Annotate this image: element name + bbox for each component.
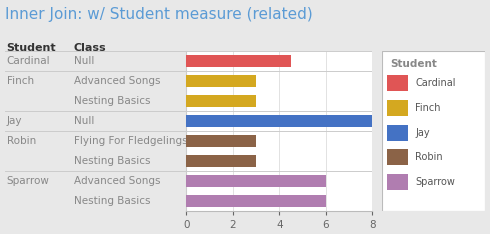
Bar bbox=[387, 174, 408, 190]
Bar bbox=[186, 55, 291, 67]
Text: Student: Student bbox=[7, 44, 56, 54]
Bar bbox=[186, 115, 372, 127]
Bar bbox=[387, 100, 408, 116]
Bar bbox=[387, 125, 408, 141]
Text: Class: Class bbox=[74, 44, 106, 54]
Text: Null: Null bbox=[74, 56, 94, 66]
Text: Cardinal: Cardinal bbox=[415, 78, 456, 88]
Text: Jay: Jay bbox=[7, 116, 22, 126]
FancyBboxPatch shape bbox=[382, 51, 485, 211]
Bar bbox=[387, 149, 408, 165]
Text: Sparrow: Sparrow bbox=[415, 177, 455, 187]
Text: Nesting Basics: Nesting Basics bbox=[74, 196, 150, 206]
Text: Nesting Basics: Nesting Basics bbox=[74, 156, 150, 166]
Bar bbox=[186, 75, 256, 87]
Text: Robin: Robin bbox=[415, 152, 443, 162]
Bar bbox=[186, 135, 256, 147]
Text: Finch: Finch bbox=[415, 103, 441, 113]
Bar bbox=[387, 75, 408, 91]
Text: Sparrow: Sparrow bbox=[7, 176, 49, 186]
Text: Inner Join: w/ Student measure (related): Inner Join: w/ Student measure (related) bbox=[5, 7, 313, 22]
Bar bbox=[186, 195, 326, 207]
Text: Finch: Finch bbox=[7, 76, 34, 86]
Text: Jay: Jay bbox=[415, 128, 430, 138]
Bar bbox=[186, 95, 256, 107]
Text: Robin: Robin bbox=[7, 136, 36, 146]
Text: Cardinal: Cardinal bbox=[7, 56, 50, 66]
Bar bbox=[186, 175, 326, 187]
Text: Student: Student bbox=[391, 59, 437, 69]
Text: Advanced Songs: Advanced Songs bbox=[74, 176, 160, 186]
Text: Null: Null bbox=[74, 116, 94, 126]
Bar bbox=[186, 155, 256, 167]
Text: Nesting Basics: Nesting Basics bbox=[74, 96, 150, 106]
Text: Flying For Fledgelings: Flying For Fledgelings bbox=[74, 136, 187, 146]
Text: Advanced Songs: Advanced Songs bbox=[74, 76, 160, 86]
